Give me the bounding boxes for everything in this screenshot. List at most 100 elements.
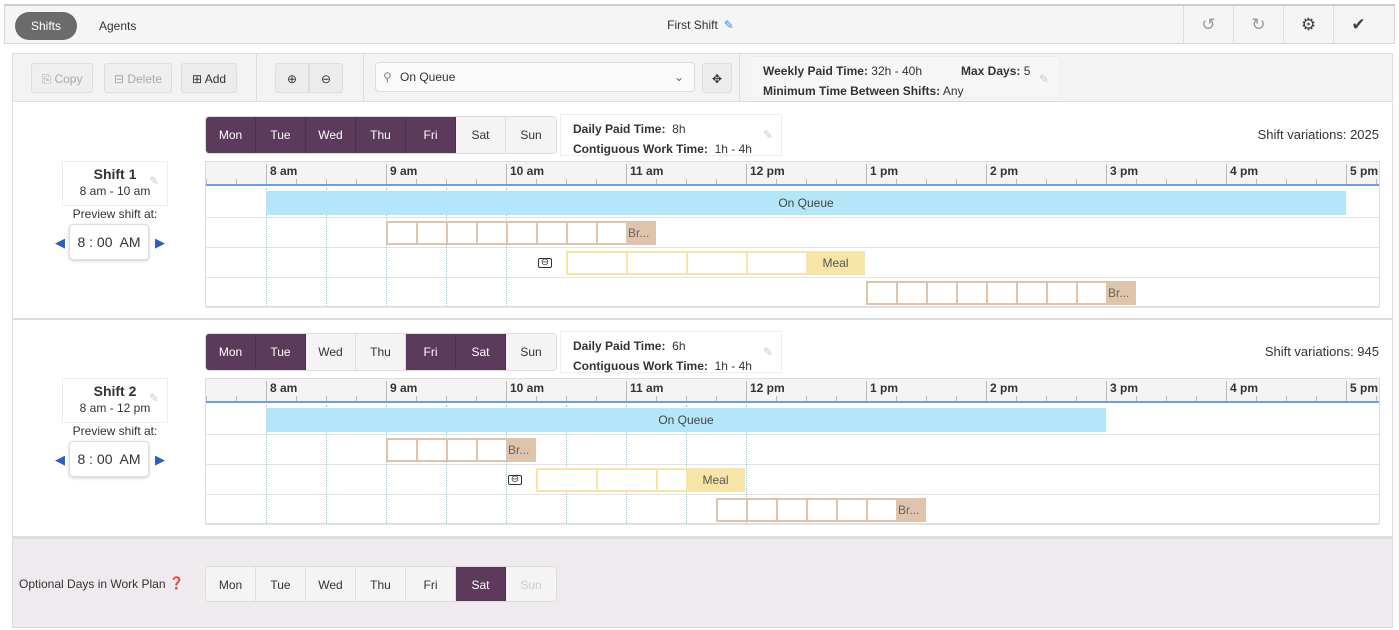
break-slot[interactable] (986, 281, 1018, 305)
break-slot[interactable] (866, 498, 898, 522)
break-slot[interactable] (926, 281, 958, 305)
day-toggle-mon[interactable]: Mon (206, 334, 256, 370)
on-queue-bar[interactable]: On Queue (266, 191, 1346, 215)
break-slot[interactable] (446, 438, 478, 462)
meal-slot[interactable] (536, 468, 598, 492)
meal-bar[interactable]: Meal (806, 251, 865, 275)
preview-time-input[interactable]: 8 : 00 AM (69, 224, 149, 260)
break-slot[interactable] (536, 221, 568, 245)
edit-icon[interactable]: ✎ (148, 391, 159, 405)
day-toggle-sun[interactable]: Sun (506, 117, 556, 153)
break-slot[interactable] (1046, 281, 1078, 305)
day-toggle-sun[interactable]: Sun (506, 567, 556, 601)
break-bar[interactable]: Br... (506, 438, 536, 462)
edit-icon[interactable]: ✎ (148, 174, 159, 188)
tick (1196, 396, 1197, 401)
day-toggle-thu[interactable]: Thu (356, 117, 406, 153)
next-time-arrow-icon[interactable]: ▶ (155, 235, 165, 250)
tab-shifts[interactable]: Shifts (15, 12, 78, 40)
day-toggle-thu[interactable]: Thu (356, 334, 406, 370)
day-toggle-sat[interactable]: Sat (456, 567, 506, 601)
top-bar: Shifts Agents First Shift ✎ ↺ ↻ ⚙ ✔ (4, 4, 1395, 44)
grid-line (266, 188, 267, 306)
meal-slot[interactable] (746, 251, 808, 275)
edit-icon[interactable]: ✎ (763, 345, 774, 359)
break-slot[interactable] (896, 281, 928, 305)
gear-icon[interactable]: ⚙ (1283, 6, 1333, 44)
day-toggle-wed[interactable]: Wed (306, 334, 356, 370)
hour-label: 1 pm (866, 381, 898, 401)
break-slot[interactable] (956, 281, 988, 305)
day-toggle-wed[interactable]: Wed (306, 567, 356, 601)
add-button[interactable]: ⊞ Add (181, 63, 237, 93)
break-slot[interactable] (746, 498, 778, 522)
checkmark-icon[interactable]: ✔ (1333, 6, 1383, 44)
day-toggle-mon[interactable]: Mon (206, 567, 256, 601)
copy-button[interactable]: ⎘ Copy (31, 63, 93, 93)
break-slot[interactable] (1016, 281, 1048, 305)
delete-button[interactable]: ⊟ Delete (104, 63, 172, 93)
daily-paid-value: 8h (672, 122, 686, 136)
day-toggle-sat[interactable]: Sat (456, 117, 506, 153)
break-slot[interactable] (416, 438, 448, 462)
move-button[interactable]: ✥ (702, 63, 732, 93)
break-slot[interactable] (476, 221, 508, 245)
day-toggle-sun[interactable]: Sun (506, 334, 556, 370)
shift-card[interactable]: Shift 1 8 am - 10 am ✎ (62, 161, 168, 206)
break-slot[interactable] (476, 438, 508, 462)
break-slot[interactable] (836, 498, 868, 522)
lock-icon[interactable]: ⊖ (508, 475, 522, 485)
day-toggle-sat[interactable]: Sat (456, 334, 506, 370)
break-bar[interactable]: Br... (896, 498, 926, 522)
break-slot[interactable] (416, 221, 448, 245)
meal-bar[interactable]: Meal (686, 468, 745, 492)
day-toggle-fri[interactable]: Fri (406, 117, 456, 153)
preview-time-input[interactable]: 8 : 00 AM (69, 441, 149, 477)
lock-icon[interactable]: ⊖ (538, 258, 552, 268)
zoom-out-button[interactable]: ⊖ (309, 63, 343, 93)
day-toggle-thu[interactable]: Thu (356, 567, 406, 601)
edit-icon[interactable]: ✎ (723, 18, 734, 32)
redo-icon[interactable]: ↻ (1233, 6, 1283, 44)
break-slot[interactable] (386, 438, 418, 462)
help-icon[interactable]: ❓ (169, 576, 184, 590)
meal-slot[interactable] (566, 251, 628, 275)
meal-slot[interactable] (596, 468, 658, 492)
day-toggle-tue[interactable]: Tue (256, 334, 306, 370)
undo-icon[interactable]: ↺ (1183, 6, 1233, 44)
activity-select[interactable]: ⚲ On Queue ⌄ (375, 62, 695, 92)
break-slot[interactable] (506, 221, 538, 245)
day-toggle-tue[interactable]: Tue (256, 117, 306, 153)
daily-paid-label: Daily Paid Time: (573, 122, 666, 136)
previous-time-arrow-icon[interactable]: ◀ (55, 235, 65, 250)
break-slot[interactable] (806, 498, 838, 522)
break-slot[interactable] (1076, 281, 1108, 305)
tick (1316, 396, 1317, 401)
edit-icon[interactable]: ✎ (763, 128, 774, 142)
edit-icon[interactable]: ✎ (1039, 72, 1050, 86)
break-slot[interactable] (596, 221, 628, 245)
break-slot[interactable] (386, 221, 418, 245)
day-toggle-mon[interactable]: Mon (206, 117, 256, 153)
break-bar[interactable]: Br... (626, 221, 656, 245)
meal-slot[interactable] (686, 251, 748, 275)
day-toggle-fri[interactable]: Fri (406, 567, 456, 601)
tab-agents[interactable]: Agents (99, 19, 137, 33)
break-slot[interactable] (776, 498, 808, 522)
on-queue-bar[interactable]: On Queue (266, 408, 1106, 432)
day-toggle-fri[interactable]: Fri (406, 334, 456, 370)
next-time-arrow-icon[interactable]: ▶ (155, 452, 165, 467)
previous-time-arrow-icon[interactable]: ◀ (55, 452, 65, 467)
zoom-in-button[interactable]: ⊕ (275, 63, 309, 93)
meal-slot[interactable] (656, 468, 688, 492)
day-toggle-wed[interactable]: Wed (306, 117, 356, 153)
break-bar[interactable]: Br... (1106, 281, 1136, 305)
break-slot[interactable] (866, 281, 898, 305)
break-slot[interactable] (716, 498, 748, 522)
meal-slot[interactable] (626, 251, 688, 275)
break-slot[interactable] (446, 221, 478, 245)
shift-card[interactable]: Shift 2 8 am - 12 pm ✎ (62, 378, 168, 423)
tick (836, 179, 837, 184)
break-slot[interactable] (566, 221, 598, 245)
day-toggle-tue[interactable]: Tue (256, 567, 306, 601)
